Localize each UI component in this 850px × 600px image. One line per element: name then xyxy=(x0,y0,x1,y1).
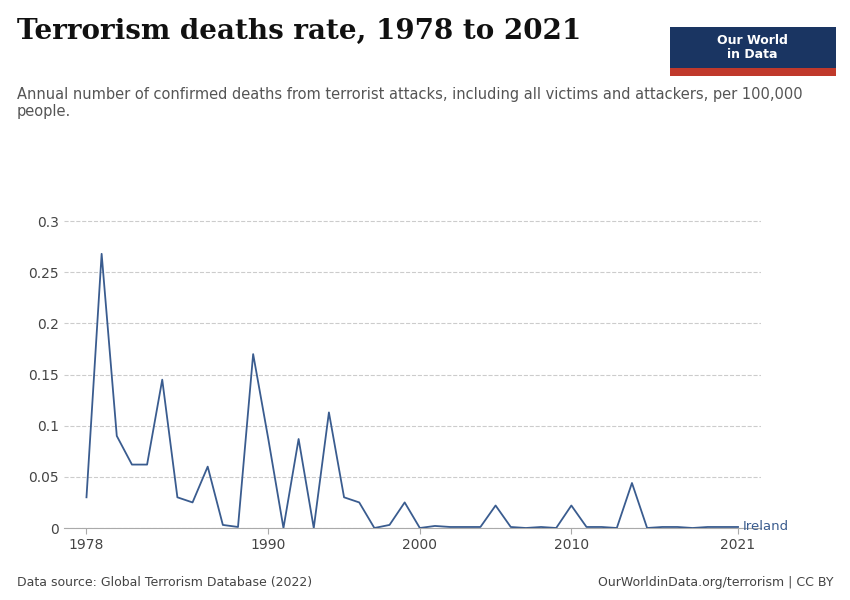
Text: Terrorism deaths rate, 1978 to 2021: Terrorism deaths rate, 1978 to 2021 xyxy=(17,18,581,45)
Text: Annual number of confirmed deaths from terrorist attacks, including all victims : Annual number of confirmed deaths from t… xyxy=(17,87,802,119)
Text: in Data: in Data xyxy=(728,49,778,61)
Text: Our World: Our World xyxy=(717,34,788,47)
Text: Ireland: Ireland xyxy=(743,520,789,533)
Text: OurWorldinData.org/terrorism | CC BY: OurWorldinData.org/terrorism | CC BY xyxy=(598,576,833,589)
Text: Data source: Global Terrorism Database (2022): Data source: Global Terrorism Database (… xyxy=(17,576,312,589)
